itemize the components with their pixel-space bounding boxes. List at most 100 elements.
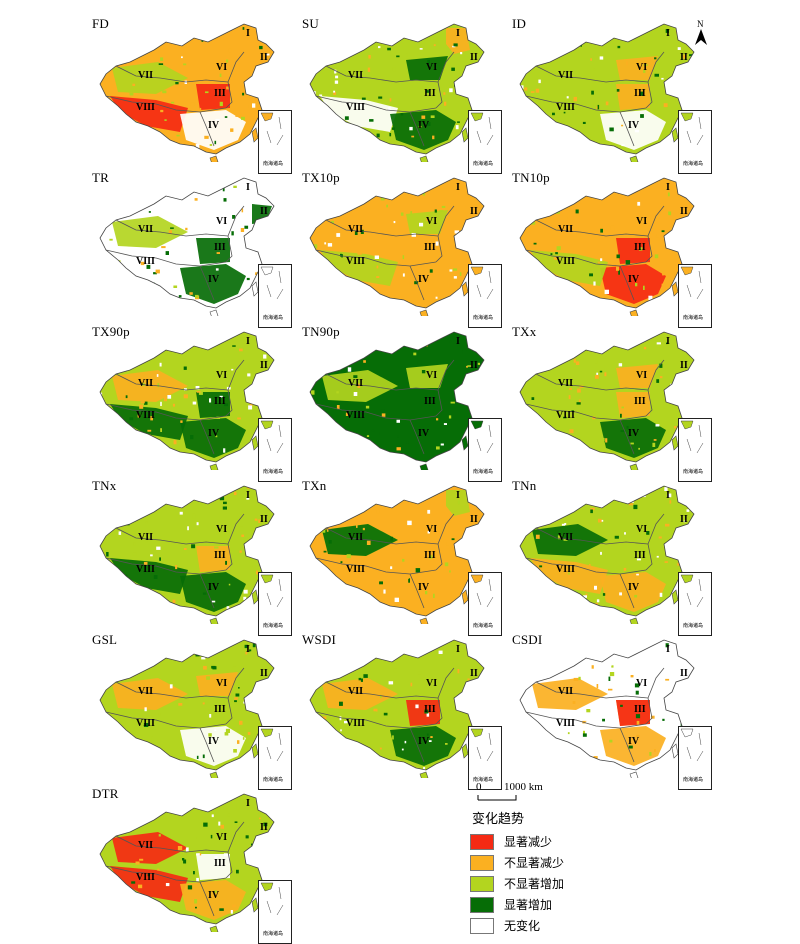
grid-cell [679,228,682,231]
grid-cell [409,126,413,131]
grid-cell [646,531,650,535]
region-border [647,51,665,83]
grid-cell [97,659,99,662]
grid-cell [556,188,561,193]
grid-cell [107,444,110,449]
grid-cell [530,91,535,93]
region-border [115,527,229,545]
grid-cell [567,572,570,575]
grid-cell [208,708,210,711]
south-china-sea-inset: 南海诸岛 [258,110,292,174]
grid-cell [387,493,392,497]
grid-cell [209,714,212,718]
region-border [115,219,229,237]
trend-patch [530,250,608,286]
grid-cell [328,540,332,544]
grid-cell [254,517,257,520]
region-label: III [634,242,646,253]
grid-cell [319,604,322,609]
grid-cell [196,755,199,759]
region-border [619,573,635,609]
grid-cell [324,520,328,523]
region-border [315,95,437,113]
grid-cell [333,262,338,265]
grid-cell [249,649,252,652]
grid-cell [172,182,175,187]
country-outline [309,331,485,463]
grid-cell [411,233,416,237]
region-border [225,851,233,879]
grid-cell [373,711,377,714]
region-border [409,419,425,455]
grid-cell [439,210,444,212]
grid-cell [408,578,410,583]
grid-cell [620,413,622,418]
grid-cell [206,676,210,680]
grid-cell [521,61,526,66]
grid-cell [630,442,634,445]
grid-cell [153,575,158,579]
grid-cell [135,712,138,716]
grid-cell [669,500,672,504]
grid-cell [213,486,215,488]
grid-cell [379,747,382,750]
grid-cell [689,690,694,695]
grid-cell [335,75,339,79]
grid-cell [353,761,359,765]
grid-cell [674,426,677,429]
grid-cell [685,348,688,350]
grid-cell [393,309,396,311]
grid-cell [242,737,245,740]
grid-cell [143,611,145,614]
grid-cell [160,109,164,113]
grid-cell [434,209,437,213]
grid-cell [223,448,226,453]
grid-cell [153,310,156,312]
grid-cell [614,682,619,688]
grid-cell [419,48,423,50]
grid-cell [402,259,404,264]
grid-cell [150,924,154,926]
grid-cell [572,643,575,648]
grid-cell [426,218,429,221]
region-label: VI [216,62,227,73]
legend-swatch [470,833,494,850]
region-label: VIII [346,410,365,421]
region-label: III [424,88,436,99]
grid-cell [447,520,452,523]
grid-cell [385,335,388,339]
grid-cell [195,178,199,181]
south-china-sea-inset: 南海诸岛 [468,726,502,790]
region-label: IV [208,274,220,285]
scale-bar: 0 1000 km [470,778,580,808]
grid-cell [110,829,113,833]
grid-cell [189,643,194,648]
grid-cell [390,566,393,570]
grid-cell [467,678,470,681]
grid-cell [312,52,316,56]
grid-cell [315,373,318,378]
region-label: VI [636,524,647,535]
grid-cell [578,399,581,404]
grid-cell [257,686,263,690]
grid-cell [170,227,174,229]
region-border [535,65,649,83]
grid-cell [360,678,363,682]
grid-cell [330,449,333,455]
grid-cell [232,215,236,219]
grid-cell [334,69,337,74]
region-border [645,543,653,571]
grid-cell [131,78,134,82]
grid-cell [661,283,666,288]
grid-cell [389,98,392,102]
grid-cell [673,28,678,31]
grid-cell [109,269,113,274]
grid-cell [656,342,661,345]
grid-cell [472,258,476,261]
grid-cell [101,72,104,78]
region-label: VII [138,224,153,235]
grid-cell [668,211,672,216]
region-label: I [456,490,460,501]
grid-cell [435,241,439,246]
grid-cell [449,269,453,272]
